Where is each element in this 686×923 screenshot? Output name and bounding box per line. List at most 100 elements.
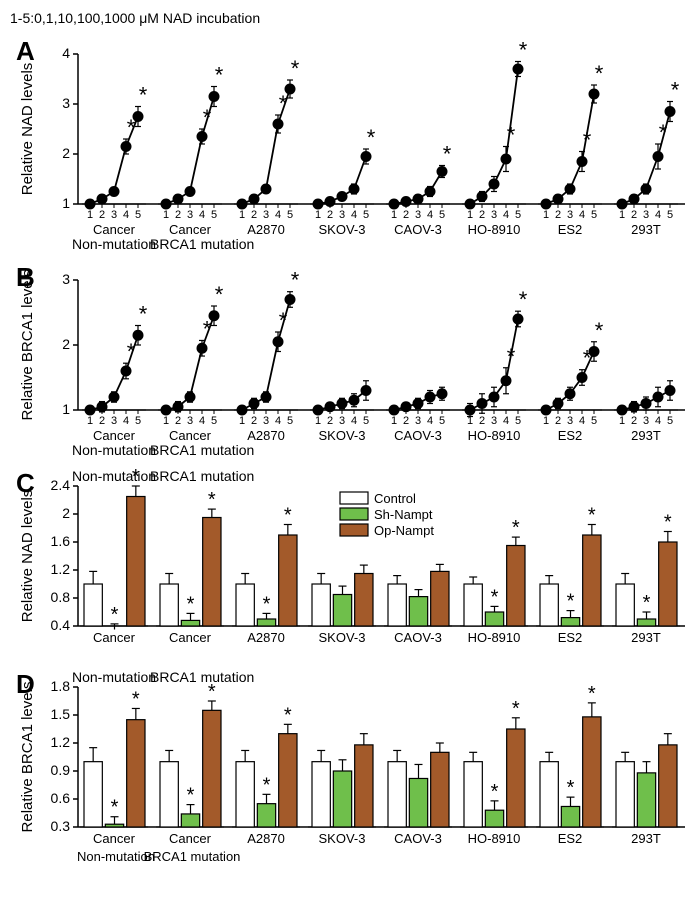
svg-text:Sh-Nampt: Sh-Nampt xyxy=(374,507,433,522)
svg-text:5: 5 xyxy=(363,415,369,427)
svg-text:Cancer: Cancer xyxy=(93,428,136,443)
svg-text:*: * xyxy=(111,797,119,819)
svg-text:1: 1 xyxy=(87,209,93,221)
svg-text:A2870: A2870 xyxy=(247,831,285,846)
svg-text:2: 2 xyxy=(479,415,485,427)
svg-text:293T: 293T xyxy=(631,630,661,645)
svg-text:4: 4 xyxy=(351,209,357,221)
svg-text:1.6: 1.6 xyxy=(51,533,71,549)
svg-text:*: * xyxy=(664,512,672,534)
svg-text:*: * xyxy=(443,142,452,167)
svg-text:4: 4 xyxy=(123,209,129,221)
svg-text:4: 4 xyxy=(579,415,585,427)
svg-text:4: 4 xyxy=(275,415,281,427)
svg-text:2: 2 xyxy=(251,415,257,427)
svg-text:0.3: 0.3 xyxy=(51,818,71,834)
svg-text:*: * xyxy=(284,505,292,527)
svg-text:3: 3 xyxy=(643,209,649,221)
svg-text:*: * xyxy=(203,105,212,130)
svg-text:2: 2 xyxy=(62,505,70,521)
svg-text:293T: 293T xyxy=(631,222,661,237)
svg-text:*: * xyxy=(512,517,520,539)
svg-text:5: 5 xyxy=(211,209,217,221)
svg-text:*: * xyxy=(491,781,499,803)
svg-text:2: 2 xyxy=(555,209,561,221)
svg-text:1: 1 xyxy=(543,415,549,427)
svg-text:*: * xyxy=(588,683,596,705)
svg-text:*: * xyxy=(127,339,136,364)
svg-text:1: 1 xyxy=(163,209,169,221)
svg-text:*: * xyxy=(187,593,195,615)
svg-text:HO-8910: HO-8910 xyxy=(468,222,521,237)
svg-text:Cancer: Cancer xyxy=(169,831,212,846)
svg-text:*: * xyxy=(519,38,528,63)
svg-text:CAOV-3: CAOV-3 xyxy=(394,630,442,645)
svg-text:*: * xyxy=(111,604,119,626)
svg-text:3: 3 xyxy=(263,209,269,221)
svg-text:*: * xyxy=(139,83,148,108)
svg-text:3: 3 xyxy=(62,95,70,111)
svg-text:ES2: ES2 xyxy=(558,428,583,443)
figure-title: 1-5:0,1,10,100,1000 μM NAD incubation xyxy=(10,10,686,26)
svg-text:*: * xyxy=(132,688,140,710)
svg-text:4: 4 xyxy=(427,415,433,427)
svg-text:1: 1 xyxy=(619,209,625,221)
svg-text:0.4: 0.4 xyxy=(51,617,71,633)
svg-text:*: * xyxy=(263,774,271,796)
svg-text:*: * xyxy=(187,785,195,807)
svg-text:1: 1 xyxy=(391,209,397,221)
svg-text:2: 2 xyxy=(99,209,105,221)
svg-text:4: 4 xyxy=(655,415,661,427)
svg-text:*: * xyxy=(659,120,668,145)
svg-text:*: * xyxy=(588,505,596,527)
panel-letter: A xyxy=(16,36,35,67)
svg-text:Cancer: Cancer xyxy=(169,428,212,443)
svg-text:5: 5 xyxy=(363,209,369,221)
svg-text:2: 2 xyxy=(251,209,257,221)
svg-text:1: 1 xyxy=(239,209,245,221)
svg-text:4: 4 xyxy=(275,209,281,221)
svg-text:2: 2 xyxy=(175,415,181,427)
svg-text:4: 4 xyxy=(351,415,357,427)
svg-text:*: * xyxy=(367,125,376,150)
svg-text:SKOV-3: SKOV-3 xyxy=(319,831,366,846)
svg-text:*: * xyxy=(279,91,288,116)
svg-text:5: 5 xyxy=(287,415,293,427)
svg-text:3: 3 xyxy=(643,415,649,427)
svg-text:2: 2 xyxy=(175,209,181,221)
panel-letter: B xyxy=(16,262,35,293)
svg-text:2: 2 xyxy=(403,415,409,427)
svg-text:0.8: 0.8 xyxy=(51,589,71,605)
svg-text:3: 3 xyxy=(187,209,193,221)
svg-text:4: 4 xyxy=(427,209,433,221)
svg-text:*: * xyxy=(208,489,216,511)
svg-text:Control: Control xyxy=(374,491,416,506)
svg-text:2: 2 xyxy=(631,209,637,221)
svg-text:*: * xyxy=(139,302,148,327)
svg-text:4: 4 xyxy=(503,415,509,427)
svg-text:CAOV-3: CAOV-3 xyxy=(394,831,442,846)
svg-text:2: 2 xyxy=(327,209,333,221)
svg-text:4: 4 xyxy=(655,209,661,221)
svg-text:Relative BRCA1 levels: Relative BRCA1 levels xyxy=(19,682,36,833)
figure-container: ANon-mutationBRCA1 mutation1234Relative … xyxy=(10,34,686,887)
svg-text:SKOV-3: SKOV-3 xyxy=(319,428,366,443)
svg-text:1: 1 xyxy=(467,209,473,221)
svg-text:3: 3 xyxy=(415,209,421,221)
svg-text:Cancer: Cancer xyxy=(93,630,136,645)
svg-text:*: * xyxy=(643,592,651,614)
svg-text:2: 2 xyxy=(631,415,637,427)
svg-text:0.9: 0.9 xyxy=(51,762,71,778)
svg-text:1: 1 xyxy=(543,209,549,221)
svg-text:Cancer: Cancer xyxy=(169,222,212,237)
svg-text:3: 3 xyxy=(62,271,70,287)
svg-text:3: 3 xyxy=(263,415,269,427)
svg-text:3: 3 xyxy=(415,415,421,427)
svg-text:*: * xyxy=(203,316,212,341)
svg-text:*: * xyxy=(279,308,288,333)
svg-text:A2870: A2870 xyxy=(247,428,285,443)
svg-text:1.8: 1.8 xyxy=(51,678,71,694)
svg-text:4: 4 xyxy=(62,45,70,61)
svg-text:SKOV-3: SKOV-3 xyxy=(319,222,366,237)
svg-text:1: 1 xyxy=(315,209,321,221)
